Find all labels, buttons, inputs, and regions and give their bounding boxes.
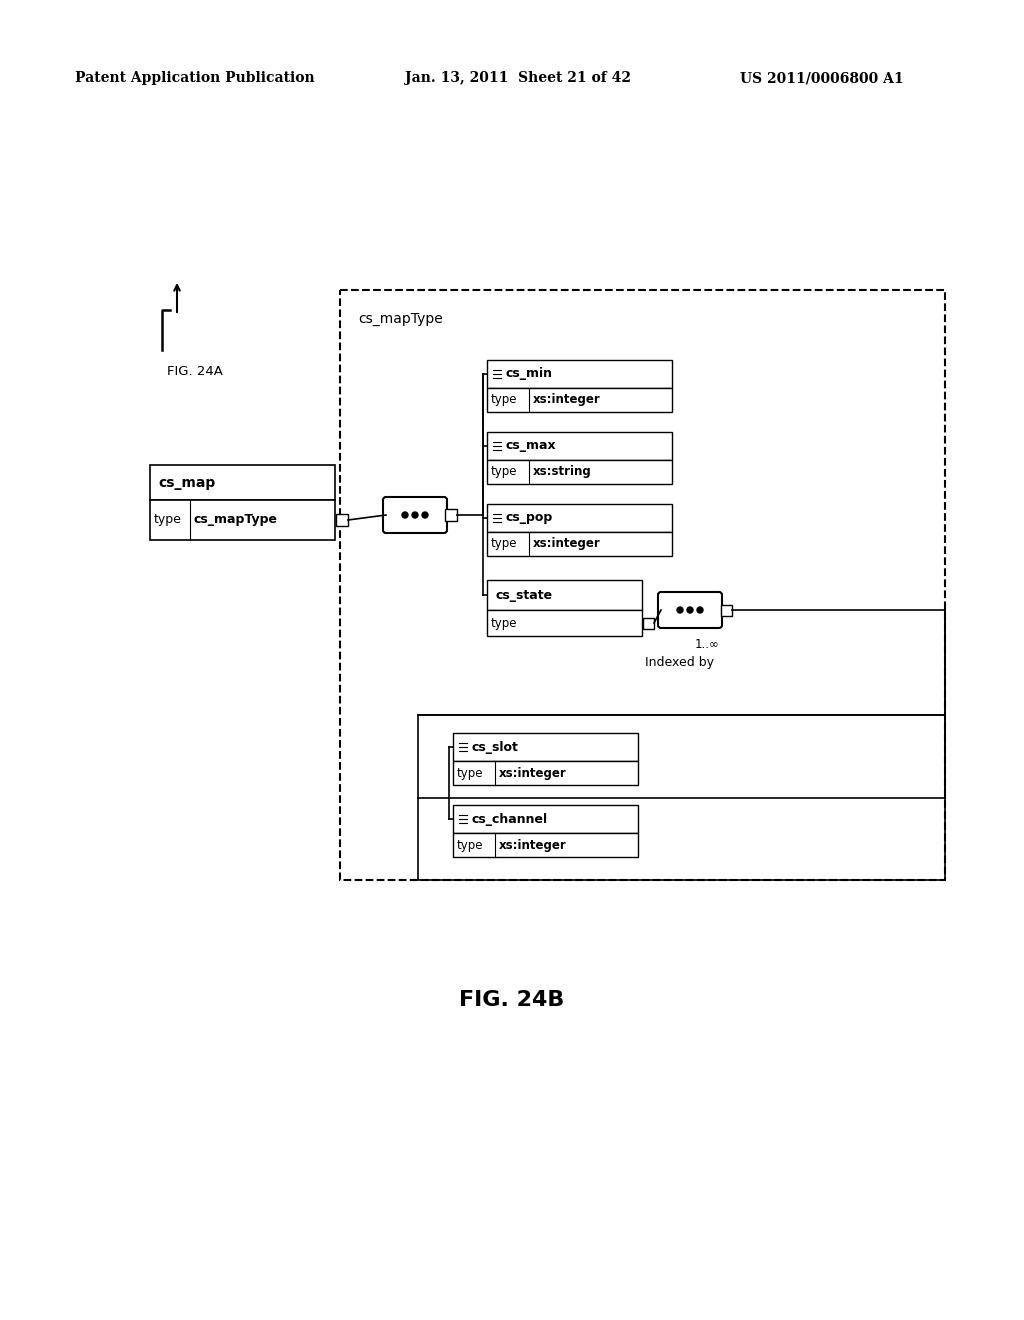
Bar xyxy=(150,465,335,500)
Bar xyxy=(453,762,638,785)
Bar xyxy=(487,504,672,532)
FancyBboxPatch shape xyxy=(383,498,447,533)
Text: cs_mapType: cs_mapType xyxy=(358,312,442,326)
Text: cs_pop: cs_pop xyxy=(505,511,552,524)
Text: xs:integer: xs:integer xyxy=(534,393,601,407)
Text: Patent Application Publication: Patent Application Publication xyxy=(75,71,314,84)
Bar xyxy=(340,290,945,880)
Text: cs_channel: cs_channel xyxy=(471,813,547,825)
Bar xyxy=(453,833,638,857)
Text: type: type xyxy=(457,767,483,780)
Text: xs:string: xs:string xyxy=(534,466,592,479)
Text: cs_max: cs_max xyxy=(505,440,556,453)
Circle shape xyxy=(687,607,693,612)
Bar xyxy=(336,513,348,525)
Text: 1..∞: 1..∞ xyxy=(695,638,720,651)
Bar xyxy=(150,500,335,540)
Bar xyxy=(487,532,672,556)
Text: cs_slot: cs_slot xyxy=(471,741,518,754)
Text: cs_state: cs_state xyxy=(495,589,552,602)
Bar xyxy=(487,432,672,459)
Text: cs_min: cs_min xyxy=(505,367,552,380)
Bar xyxy=(453,733,638,762)
Text: xs:integer: xs:integer xyxy=(499,767,566,780)
Text: type: type xyxy=(490,466,517,479)
Text: xs:integer: xs:integer xyxy=(534,537,601,550)
Bar xyxy=(487,459,672,484)
Text: FIG. 24B: FIG. 24B xyxy=(460,990,564,1010)
Text: type: type xyxy=(490,393,517,407)
Bar xyxy=(418,715,945,880)
Circle shape xyxy=(412,512,418,517)
Text: cs_map: cs_map xyxy=(158,475,215,490)
Text: type: type xyxy=(457,838,483,851)
Circle shape xyxy=(677,607,683,612)
FancyBboxPatch shape xyxy=(658,591,722,628)
Text: FIG. 24A: FIG. 24A xyxy=(167,366,223,378)
Text: type: type xyxy=(154,513,182,527)
Bar xyxy=(487,579,642,610)
Bar xyxy=(487,610,642,636)
Bar xyxy=(721,605,731,615)
Bar xyxy=(453,805,638,833)
Text: cs_mapType: cs_mapType xyxy=(194,513,278,527)
Text: type: type xyxy=(490,537,517,550)
Text: US 2011/0006800 A1: US 2011/0006800 A1 xyxy=(740,71,903,84)
Circle shape xyxy=(422,512,428,517)
Text: Indexed by: Indexed by xyxy=(645,656,714,669)
Bar xyxy=(487,388,672,412)
Text: type: type xyxy=(490,616,517,630)
Circle shape xyxy=(402,512,408,517)
Bar xyxy=(445,510,457,521)
Bar xyxy=(642,618,653,628)
Text: Jan. 13, 2011  Sheet 21 of 42: Jan. 13, 2011 Sheet 21 of 42 xyxy=(406,71,631,84)
Circle shape xyxy=(697,607,703,612)
Text: xs:integer: xs:integer xyxy=(499,838,566,851)
Bar xyxy=(487,360,672,388)
